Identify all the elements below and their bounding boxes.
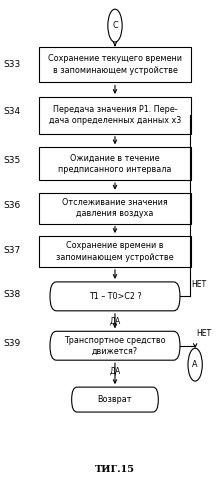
Text: S39: S39	[4, 339, 21, 348]
Text: S36: S36	[4, 200, 21, 209]
FancyBboxPatch shape	[39, 236, 191, 267]
Circle shape	[108, 9, 122, 42]
Text: C: C	[112, 21, 118, 30]
FancyBboxPatch shape	[39, 148, 191, 180]
FancyBboxPatch shape	[50, 332, 180, 360]
FancyBboxPatch shape	[72, 387, 158, 412]
Text: ΤИГ.15: ΤИГ.15	[95, 465, 135, 474]
Text: A: A	[192, 360, 198, 369]
Text: Передача значения Р1. Пере-
дача определенных данных x3: Передача значения Р1. Пере- дача определ…	[49, 106, 181, 126]
Text: НЕТ: НЕТ	[196, 330, 211, 338]
Text: Ожидание в течение
предписанного интервала: Ожидание в течение предписанного интерва…	[58, 154, 172, 174]
Text: S33: S33	[4, 60, 21, 69]
FancyBboxPatch shape	[39, 192, 191, 224]
Text: S38: S38	[4, 290, 21, 300]
Text: Отслеживание значения
давления воздуха: Отслеживание значения давления воздуха	[62, 198, 168, 218]
FancyBboxPatch shape	[50, 282, 180, 311]
Text: ДА: ДА	[109, 366, 121, 376]
Text: Возврат: Возврат	[98, 395, 132, 404]
Text: НЕТ: НЕТ	[192, 280, 207, 289]
Text: Сохранение текущего времени
в запоминающем устройстве: Сохранение текущего времени в запоминающ…	[48, 54, 182, 74]
Circle shape	[188, 348, 202, 381]
Text: S37: S37	[4, 246, 21, 254]
Text: S35: S35	[4, 156, 21, 165]
Text: S34: S34	[4, 108, 21, 116]
FancyBboxPatch shape	[39, 97, 191, 134]
Text: Транспортное средство
движется?: Транспортное средство движется?	[64, 336, 166, 356]
Text: T1 – T0>C2 ?: T1 – T0>C2 ?	[89, 292, 141, 301]
Text: Сохранение времени в
запоминающем устройстве: Сохранение времени в запоминающем устрой…	[56, 242, 174, 262]
FancyBboxPatch shape	[39, 46, 191, 82]
Text: ДА: ДА	[109, 316, 121, 326]
